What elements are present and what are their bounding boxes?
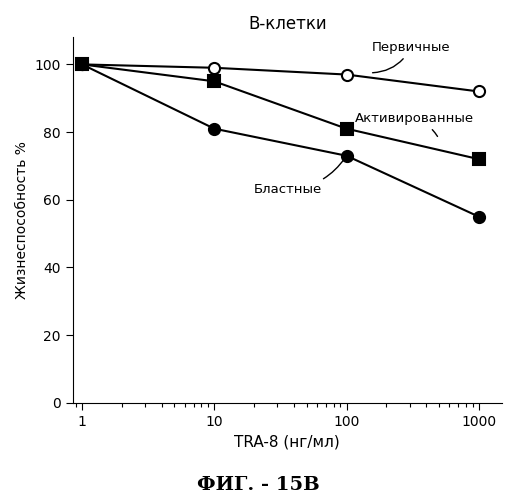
X-axis label: TRA-8 (нг/мл): TRA-8 (нг/мл)	[235, 434, 340, 449]
Text: Бластные: Бластные	[254, 158, 345, 196]
Text: ФИГ. - 15В: ФИГ. - 15В	[197, 476, 320, 494]
Text: Первичные: Первичные	[372, 41, 450, 73]
Title: В-клетки: В-клетки	[248, 15, 327, 33]
Y-axis label: Жизнеспособность %: Жизнеспособность %	[15, 141, 29, 299]
Text: Активированные: Активированные	[355, 112, 474, 136]
